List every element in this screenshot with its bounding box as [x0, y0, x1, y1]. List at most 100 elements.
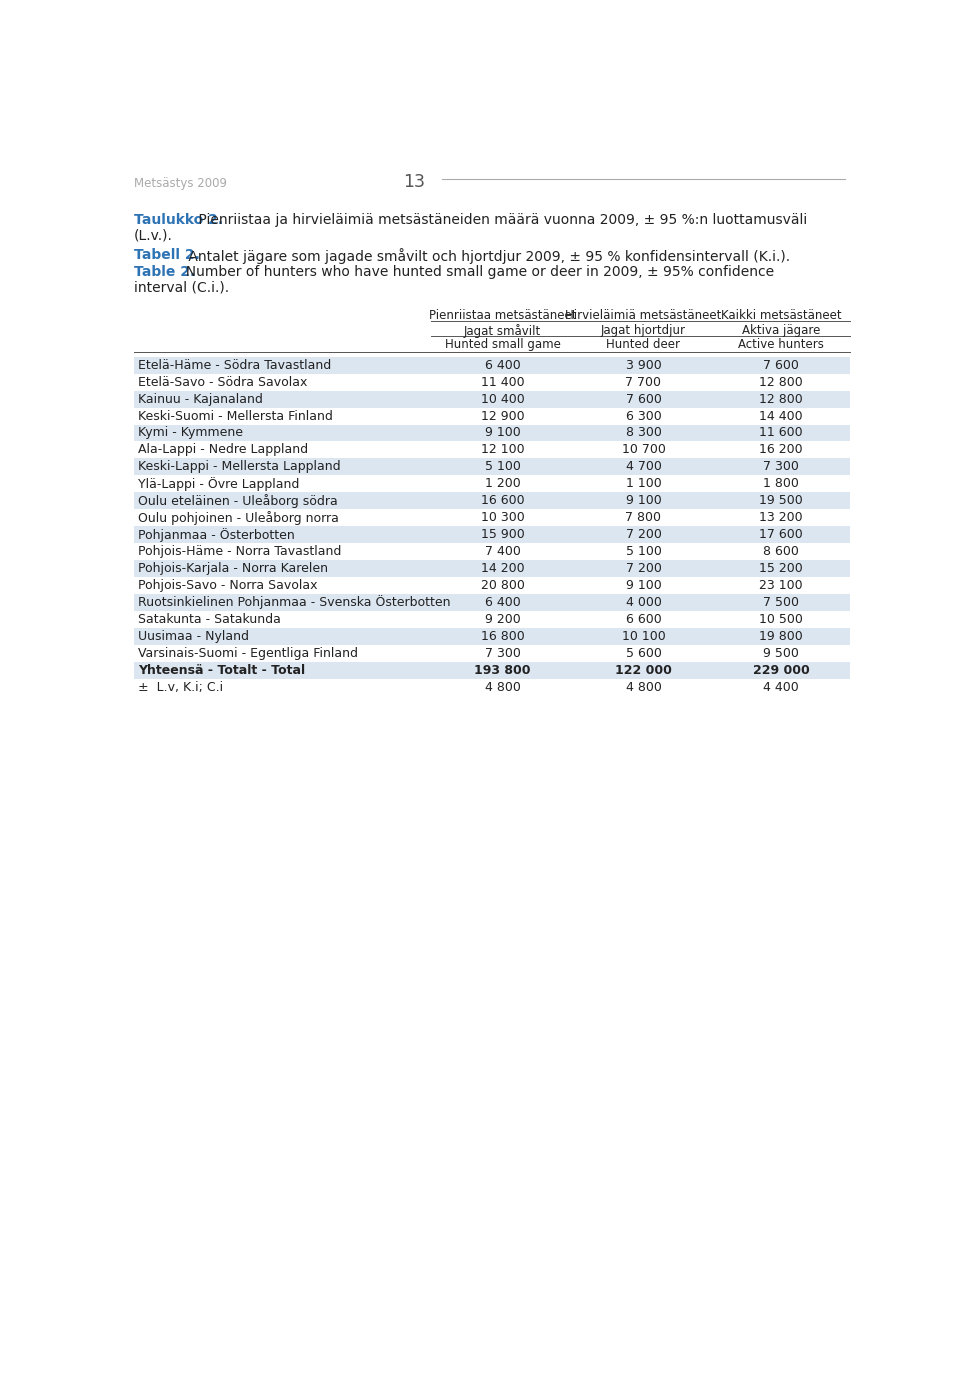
Text: 7 600: 7 600: [626, 393, 661, 405]
Text: 7 300: 7 300: [763, 461, 800, 473]
Text: Number of hunters who have hunted small game or deer in 2009, ± 95% confidence: Number of hunters who have hunted small …: [178, 265, 775, 279]
Text: 9 100: 9 100: [626, 579, 661, 591]
Bar: [134, 679, 850, 695]
Text: Oulu eteläinen - Uleåborg södra: Oulu eteläinen - Uleåborg södra: [138, 494, 338, 508]
Text: 4 800: 4 800: [485, 680, 520, 694]
Text: Table 2.: Table 2.: [134, 265, 195, 279]
Text: 9 500: 9 500: [763, 647, 800, 659]
Text: Yhteensä - Totalt - Total: Yhteensä - Totalt - Total: [138, 663, 305, 676]
Text: 12 900: 12 900: [481, 409, 524, 422]
Text: 9 100: 9 100: [626, 494, 661, 507]
Text: 1 800: 1 800: [763, 477, 800, 490]
Bar: [134, 543, 850, 559]
Text: Kaikki metsästäneet: Kaikki metsästäneet: [721, 310, 842, 322]
Text: 229 000: 229 000: [753, 663, 809, 676]
Text: 14 400: 14 400: [759, 409, 804, 422]
Text: 6 300: 6 300: [626, 409, 661, 422]
Text: 15 900: 15 900: [481, 527, 524, 541]
Text: Jagat småvilt: Jagat småvilt: [464, 323, 541, 337]
Bar: [134, 475, 850, 493]
Text: 122 000: 122 000: [615, 663, 672, 676]
Bar: [134, 559, 850, 577]
Text: 7 500: 7 500: [763, 595, 800, 609]
Text: 10 100: 10 100: [621, 630, 665, 643]
Text: 13: 13: [403, 172, 425, 190]
Text: Ylä-Lappi - Övre Lappland: Ylä-Lappi - Övre Lappland: [138, 477, 300, 491]
Bar: [134, 390, 850, 408]
Text: 6 600: 6 600: [626, 613, 661, 626]
Text: Kainuu - Kajanaland: Kainuu - Kajanaland: [138, 393, 263, 405]
Text: 19 500: 19 500: [759, 494, 804, 507]
Text: 3 900: 3 900: [626, 358, 661, 372]
Text: 1 100: 1 100: [626, 477, 661, 490]
Text: 16 800: 16 800: [481, 630, 524, 643]
Text: 13 200: 13 200: [759, 511, 804, 525]
Text: 7 700: 7 700: [626, 376, 661, 389]
Text: 10 500: 10 500: [759, 613, 804, 626]
Text: 7 800: 7 800: [626, 511, 661, 525]
Bar: [134, 577, 850, 594]
Text: 7 300: 7 300: [485, 647, 520, 659]
Text: 7 200: 7 200: [626, 527, 661, 541]
Bar: [134, 645, 850, 662]
Text: Pienriistaa metsästäneet: Pienriistaa metsästäneet: [429, 310, 577, 322]
Text: Pohjois-Häme - Norra Tavastland: Pohjois-Häme - Norra Tavastland: [138, 545, 341, 558]
Text: Oulu pohjoinen - Uleåborg norra: Oulu pohjoinen - Uleåborg norra: [138, 511, 339, 525]
Text: 7 600: 7 600: [763, 358, 800, 372]
Text: 16 200: 16 200: [759, 443, 804, 457]
Text: 5 600: 5 600: [626, 647, 661, 659]
Text: Keski-Suomi - Mellersta Finland: Keski-Suomi - Mellersta Finland: [138, 409, 333, 422]
Text: 19 800: 19 800: [759, 630, 804, 643]
Text: 16 600: 16 600: [481, 494, 524, 507]
Text: 4 800: 4 800: [626, 680, 661, 694]
Bar: [134, 373, 850, 390]
Bar: [134, 408, 850, 425]
Bar: [134, 458, 850, 475]
Text: Hunted small game: Hunted small game: [444, 339, 561, 351]
Text: 4 700: 4 700: [626, 461, 661, 473]
Text: 11 600: 11 600: [759, 426, 804, 440]
Text: Taulukko 2.: Taulukko 2.: [134, 212, 223, 226]
Text: Pohjanmaa - Österbotten: Pohjanmaa - Österbotten: [138, 527, 295, 541]
Text: Hirvieläimiä metsästäneet: Hirvieläimiä metsästäneet: [565, 310, 722, 322]
Text: 10 400: 10 400: [481, 393, 524, 405]
Text: 6 400: 6 400: [485, 358, 520, 372]
Text: 8 300: 8 300: [626, 426, 661, 440]
Text: Etelä-Häme - Södra Tavastland: Etelä-Häme - Södra Tavastland: [138, 358, 331, 372]
Text: 12 800: 12 800: [759, 393, 804, 405]
Text: 15 200: 15 200: [759, 562, 804, 575]
Bar: [134, 627, 850, 645]
Text: 5 100: 5 100: [626, 545, 661, 558]
Text: Hunted deer: Hunted deer: [607, 339, 681, 351]
Text: Satakunta - Satakunda: Satakunta - Satakunda: [138, 613, 280, 626]
Text: (L.v.).: (L.v.).: [134, 228, 173, 242]
Text: Active hunters: Active hunters: [738, 339, 825, 351]
Bar: [134, 493, 850, 509]
Text: 4 400: 4 400: [763, 680, 799, 694]
Text: Pohjois-Savo - Norra Savolax: Pohjois-Savo - Norra Savolax: [138, 579, 318, 591]
Bar: [134, 441, 850, 458]
Text: 17 600: 17 600: [759, 527, 804, 541]
Text: Antalet jägare som jagade småvilt och hjortdjur 2009, ± 95 % konfidensintervall : Antalet jägare som jagade småvilt och hj…: [183, 248, 790, 264]
Text: Jagat hjortdjur: Jagat hjortdjur: [601, 323, 686, 337]
Text: Pienriistaa ja hirvieläimiä metsästäneiden määrä vuonna 2009, ± 95 %:n luottamus: Pienriistaa ja hirvieläimiä metsästäneid…: [194, 212, 807, 226]
Text: 12 100: 12 100: [481, 443, 524, 457]
Text: 8 600: 8 600: [763, 545, 800, 558]
Bar: [134, 662, 850, 679]
Bar: [134, 526, 850, 543]
Text: 7 200: 7 200: [626, 562, 661, 575]
Bar: [134, 357, 850, 373]
Bar: [134, 594, 850, 611]
Bar: [134, 425, 850, 441]
Text: Ruotsinkielinen Pohjanmaa - Svenska Österbotten: Ruotsinkielinen Pohjanmaa - Svenska Öste…: [138, 595, 450, 609]
Text: 9 200: 9 200: [485, 613, 520, 626]
Text: Varsinais-Suomi - Egentliga Finland: Varsinais-Suomi - Egentliga Finland: [138, 647, 358, 659]
Text: Ala-Lappi - Nedre Lappland: Ala-Lappi - Nedre Lappland: [138, 443, 308, 457]
Bar: [134, 611, 850, 627]
Text: 7 400: 7 400: [485, 545, 520, 558]
Text: 20 800: 20 800: [481, 579, 525, 591]
Text: Kymi - Kymmene: Kymi - Kymmene: [138, 426, 243, 440]
Text: 11 400: 11 400: [481, 376, 524, 389]
Text: 1 200: 1 200: [485, 477, 520, 490]
Bar: [134, 509, 850, 526]
